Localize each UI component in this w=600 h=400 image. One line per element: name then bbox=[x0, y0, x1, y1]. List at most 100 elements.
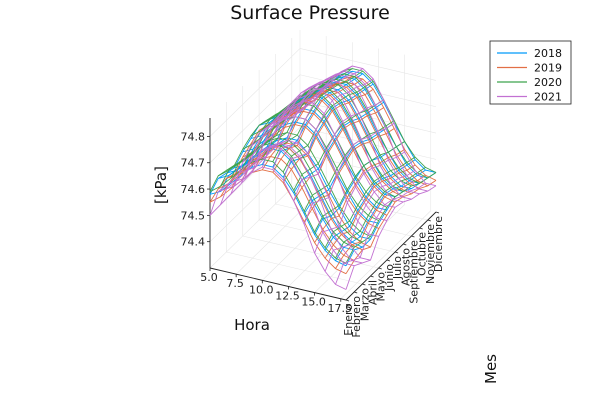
y-tick-label: Julio bbox=[391, 256, 404, 280]
series-line-2021-month-1 bbox=[209, 166, 347, 290]
legend-label-2018: 2018 bbox=[534, 47, 562, 60]
series-line-2019-hour-18 bbox=[345, 180, 437, 274]
series-line-2021-hour-11 bbox=[272, 68, 364, 170]
y-tick-mark bbox=[427, 219, 431, 222]
grid-line-left-z bbox=[209, 48, 301, 137]
y-tick-mark bbox=[411, 235, 415, 238]
y-tick-label: Septiembre bbox=[408, 240, 421, 304]
series-line-2021-hour-15 bbox=[314, 151, 405, 254]
y-tick-mark bbox=[419, 227, 423, 230]
series-line-2021-month-12 bbox=[299, 65, 437, 187]
series-line-2021-hour-9 bbox=[251, 71, 343, 173]
series-line-2019-hour-5 bbox=[209, 108, 301, 203]
z-tick-label: 74.4 bbox=[181, 236, 206, 249]
axis-layer: 5.0 7.5 10.0 12.5 15.0 17.5 74.4 74.5 74.6 74.7 74… bbox=[181, 118, 445, 338]
series-line-2020-hour-12 bbox=[282, 81, 374, 173]
grid-line-left-z bbox=[209, 74, 301, 163]
series-line-2019-hour-12 bbox=[282, 88, 374, 183]
grid-line-back-z bbox=[299, 48, 437, 81]
series-line-2019-hour-16 bbox=[324, 164, 416, 259]
series-line-2019-month-2 bbox=[217, 156, 355, 261]
x-tick-label: 10.0 bbox=[249, 283, 274, 296]
series-line-2021-hour-13 bbox=[293, 99, 384, 202]
z-tick-label: 74.6 bbox=[181, 183, 206, 196]
series-line-2021-month-8 bbox=[267, 81, 404, 203]
chart-title: Surface Pressure bbox=[230, 2, 390, 24]
series-line-2020-hour-13 bbox=[293, 99, 384, 191]
series-line-2020-hour-6 bbox=[220, 95, 311, 187]
y-tick-label: Abril bbox=[367, 280, 380, 305]
series-line-2021-month-4 bbox=[234, 140, 371, 261]
series-line-2021-month-5 bbox=[242, 116, 379, 237]
x-tick-label: 5.0 bbox=[200, 271, 218, 284]
series-line-2021-month-11 bbox=[291, 70, 428, 192]
legend-label-2021: 2021 bbox=[534, 91, 562, 104]
series-line-2019-month-1 bbox=[209, 169, 347, 275]
legend-box bbox=[489, 40, 572, 105]
x-tick-label: 15.0 bbox=[301, 296, 326, 309]
grid-line-floor-y bbox=[226, 251, 363, 285]
series-line-2019-month-10 bbox=[283, 84, 420, 189]
series-line-2021-month-3 bbox=[226, 142, 363, 264]
series-line-2020-hour-18 bbox=[345, 172, 437, 264]
x-tick-label: 12.5 bbox=[275, 289, 300, 302]
y-tick-mark bbox=[345, 299, 350, 302]
series-line-2020-month-1 bbox=[209, 158, 347, 264]
series-line-2021-hour-10 bbox=[261, 65, 353, 168]
series-line-2019-hour-13 bbox=[293, 107, 384, 202]
series-line-2021-month-10 bbox=[283, 73, 420, 195]
series-line-2021-hour-14 bbox=[303, 122, 395, 225]
series-line-2020-month-12 bbox=[299, 68, 437, 173]
series-line-2021-month-9 bbox=[275, 79, 412, 200]
series-layer bbox=[209, 65, 437, 290]
y-tick-label: Noviembre bbox=[424, 224, 437, 284]
grid-line-floor-x bbox=[288, 198, 379, 287]
x-tick-label: 17.5 bbox=[328, 302, 353, 315]
y-tick-label: Diciembre bbox=[432, 216, 445, 272]
grid-line-floor-y bbox=[242, 235, 379, 269]
y-tick-mark bbox=[403, 243, 407, 246]
series-line-2018-hour-14 bbox=[303, 122, 395, 215]
series-line-2020-hour-11 bbox=[272, 70, 364, 162]
series-line-2021-hour-17 bbox=[335, 182, 426, 285]
y-tick-mark bbox=[370, 275, 374, 278]
z-axis-title: [kPa] bbox=[152, 166, 170, 204]
series-line-2020-hour-9 bbox=[251, 71, 343, 163]
y-tick-mark bbox=[394, 251, 399, 254]
y-tick-mark bbox=[354, 291, 358, 294]
legend-label-2020: 2020 bbox=[534, 76, 562, 89]
x-axis-title: Hora bbox=[234, 316, 270, 334]
series-line-2020-hour-15 bbox=[314, 141, 405, 233]
y-tick-label: Enero bbox=[342, 304, 355, 336]
series-line-2021-month-7 bbox=[258, 87, 396, 208]
y-tick-label: Marzo bbox=[358, 288, 371, 322]
y-tick-mark bbox=[362, 283, 366, 286]
y-tick-mark bbox=[386, 259, 391, 262]
series-line-2021-hour-18 bbox=[345, 185, 437, 290]
legend-label-2019: 2019 bbox=[534, 62, 562, 75]
grid-line-floor-x bbox=[340, 210, 431, 299]
x-axis-line bbox=[209, 267, 347, 301]
y-tick-mark bbox=[435, 211, 440, 214]
series-2021 bbox=[209, 65, 437, 290]
z-tick-label: 74.7 bbox=[181, 157, 206, 170]
x-tick-label: 7.5 bbox=[226, 277, 244, 290]
series-line-2018-month-4 bbox=[234, 137, 371, 240]
series-line-2021-hour-12 bbox=[282, 78, 374, 181]
y-tick-mark bbox=[378, 267, 382, 270]
y-tick-label: Febrero bbox=[350, 296, 363, 338]
series-line-2020-hour-7 bbox=[230, 87, 322, 179]
series-line-2021-hour-5 bbox=[209, 111, 301, 216]
series-line-2019-month-12 bbox=[299, 76, 437, 181]
y-axis-title: Mes bbox=[482, 354, 500, 384]
z-tick-label: 74.8 bbox=[181, 130, 206, 143]
series-line-2021-hour-16 bbox=[324, 169, 416, 272]
z-tick-label: 74.5 bbox=[181, 209, 206, 222]
series-line-2021-month-2 bbox=[217, 145, 355, 267]
y-axis-line bbox=[345, 211, 437, 301]
y-tick-label: Mayo bbox=[375, 272, 388, 302]
series-line-2020-hour-17 bbox=[335, 167, 426, 259]
